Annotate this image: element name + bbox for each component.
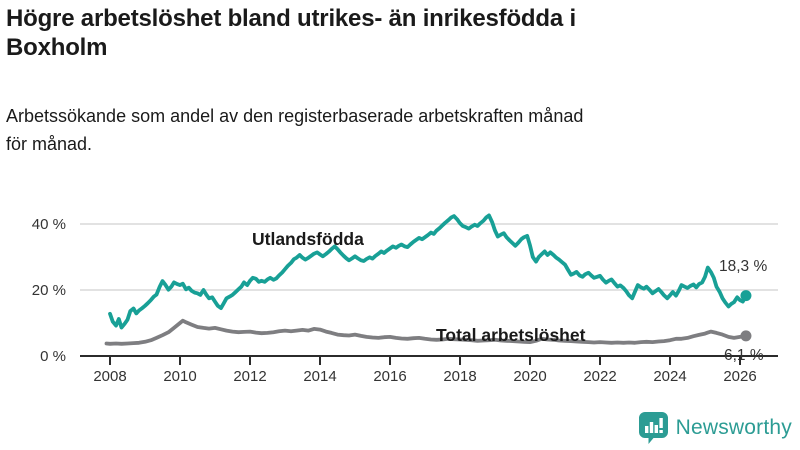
end-value-label-utlandsfodda: 18,3 % bbox=[719, 258, 768, 275]
chart-subtitle: Arbetssökande som andel av den registerb… bbox=[6, 102, 794, 158]
x-tick-label: 2016 bbox=[373, 368, 407, 385]
page-title: Högre arbetslöshet bland utrikes- än inr… bbox=[6, 4, 794, 62]
x-tick-label: 2022 bbox=[583, 368, 617, 385]
end-dot bbox=[740, 290, 752, 302]
y-tick-label: 0 % bbox=[40, 348, 66, 365]
series-label-utlandsfodda: Utlandsfödda bbox=[252, 229, 364, 249]
subtitle-line-2: för månad. bbox=[6, 134, 93, 154]
title-line-2: Boxholm bbox=[6, 34, 108, 61]
series-label-total-arbetsloshet: Total arbetslöshet bbox=[436, 325, 586, 345]
end-value-label-total: 6,1 % bbox=[724, 347, 764, 364]
x-tick-label: 2014 bbox=[303, 368, 337, 385]
x-tick-label: 2010 bbox=[163, 368, 197, 385]
newsworthy-wordmark: Newsworthy bbox=[675, 415, 792, 439]
y-tick-label: 40 % bbox=[31, 216, 66, 233]
x-tick-label: 2018 bbox=[443, 368, 477, 385]
x-tick-label: 2024 bbox=[653, 368, 687, 385]
line-utlandsf-dda bbox=[108, 213, 748, 330]
title-line-1: Högre arbetslöshet bland utrikes- än inr… bbox=[6, 5, 576, 32]
subtitle-line-1: Arbetssökande som andel av den registerb… bbox=[6, 106, 584, 126]
x-tick-label: 2008 bbox=[93, 368, 127, 385]
x-tick-label: 2012 bbox=[233, 368, 267, 385]
newsworthy-bar-chart-speech-bubble-icon bbox=[638, 412, 668, 444]
x-tick-label: 2020 bbox=[513, 368, 547, 385]
newsworthy-logo[interactable]: Newsworthy bbox=[638, 411, 792, 444]
line-total-arbetsl-shet bbox=[104, 318, 748, 346]
end-dot bbox=[740, 330, 752, 342]
y-tick-label: 20 % bbox=[31, 282, 66, 299]
x-tick-label: 2026 bbox=[723, 368, 757, 385]
